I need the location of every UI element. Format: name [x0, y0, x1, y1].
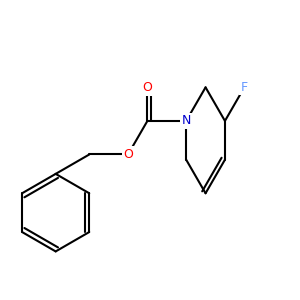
Text: N: N	[182, 114, 191, 128]
Text: F: F	[241, 81, 248, 94]
Text: O: O	[142, 82, 152, 94]
Text: O: O	[123, 148, 133, 161]
